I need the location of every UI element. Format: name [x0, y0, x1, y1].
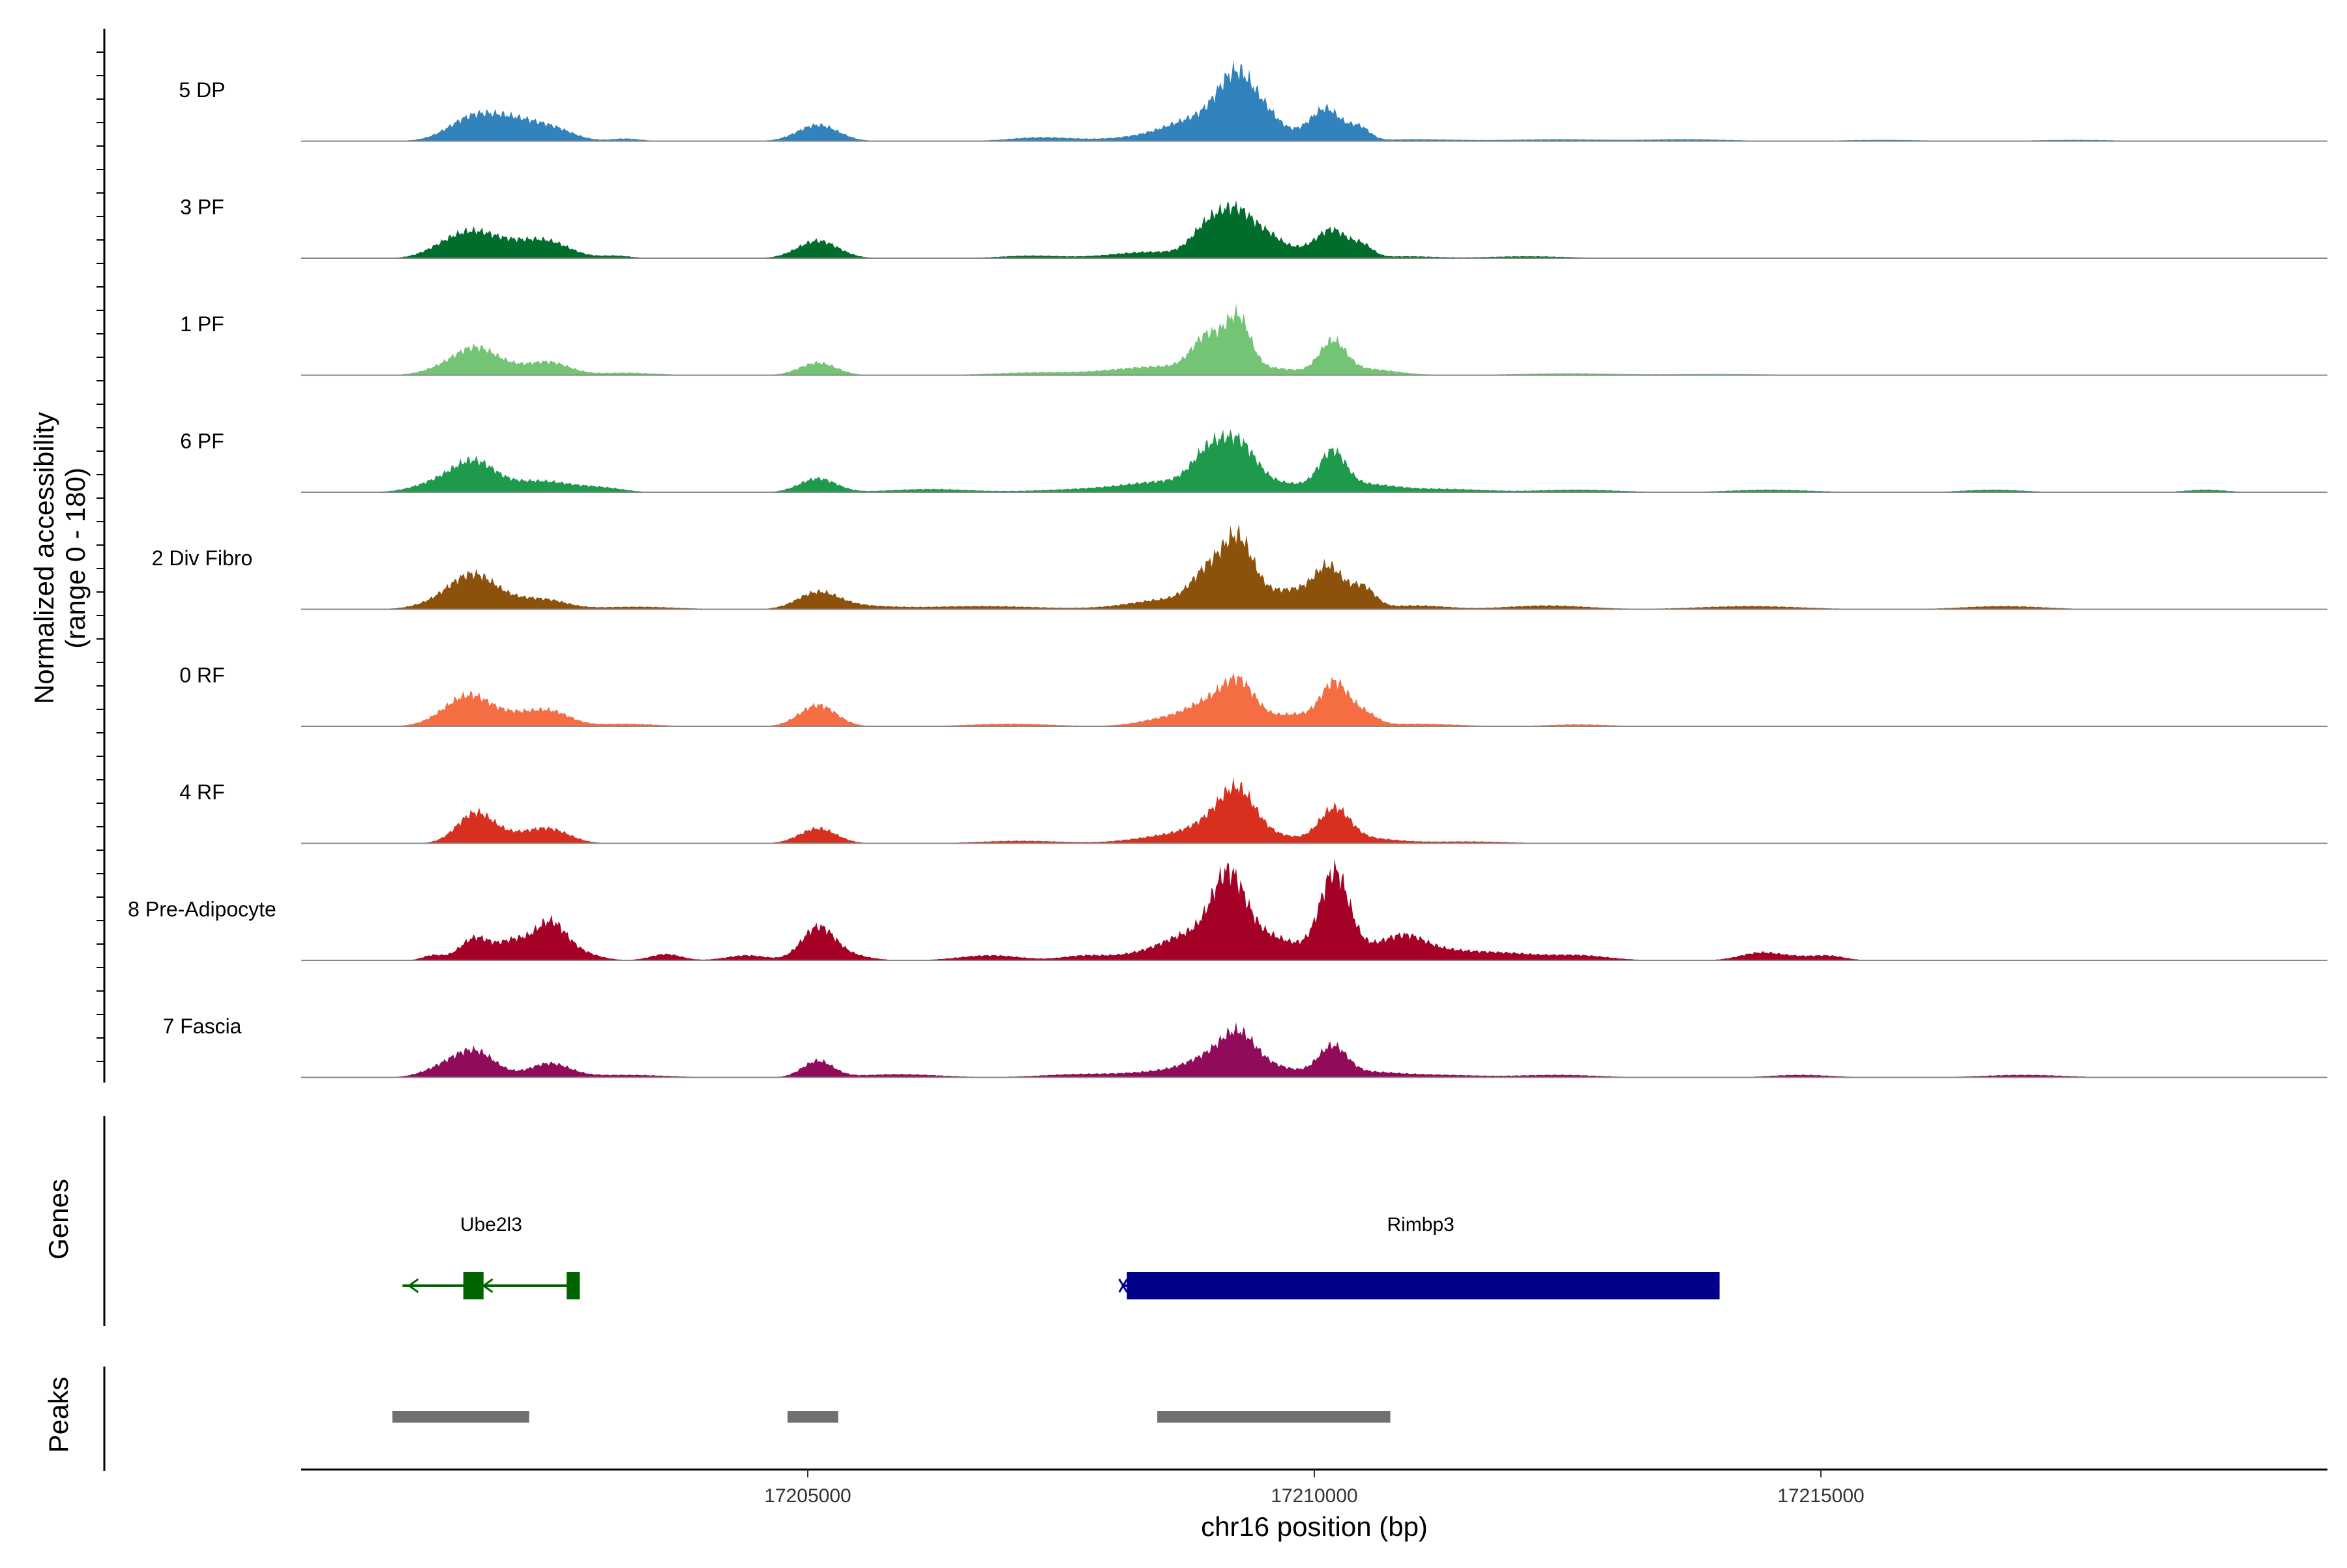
track-2-div-fibro: 2 Div Fibro — [152, 524, 2327, 610]
track-5-dp: 5 DP — [179, 60, 2327, 142]
peaks-panel — [103, 1367, 1391, 1471]
x-axis-title: chr16 position (bp) — [1201, 1511, 1428, 1542]
peaks-panel-title: Peaks — [43, 1377, 74, 1453]
track-7-fascia: 7 Fascia — [163, 1014, 2327, 1078]
gene-exon — [1127, 1272, 1720, 1299]
strand-arrow-icon — [482, 1278, 494, 1294]
track-4-rf: 4 RF — [179, 777, 2327, 844]
coverage-area — [301, 429, 2327, 492]
gene-label: Rimbp3 — [1387, 1214, 1454, 1235]
track-8-pre-adipocyte: 8 Pre-Adipocyte — [128, 858, 2327, 961]
track-label: 4 RF — [179, 780, 224, 804]
coverage-tracks: 5 DP 3 PF 1 PF 6 PF 2 Div Fibro 0 RF 4 RF 8 Pre… — [128, 60, 2327, 1078]
track-label: 7 Fascia — [163, 1014, 242, 1038]
gene-ube2l3: Ube2l3 — [402, 1214, 580, 1299]
genes-panel-title: Genes — [43, 1179, 74, 1260]
coverage-area — [301, 524, 2327, 610]
x-axis: 17205000 17210000 17215000 — [301, 1468, 2327, 1507]
y-axis — [96, 29, 106, 1083]
strand-arrow-icon — [1118, 1279, 1129, 1293]
x-tick-label: 17210000 — [1271, 1485, 1357, 1507]
coverage-area — [301, 303, 2327, 376]
coverage-area — [301, 858, 2327, 960]
x-tick-label: 17205000 — [764, 1485, 851, 1507]
gene-rimbp3: Rimbp3 — [1118, 1214, 1720, 1299]
peak-region — [1157, 1411, 1391, 1423]
track-1-pf: 1 PF — [180, 303, 2327, 376]
coverage-area — [301, 1022, 2327, 1078]
x-tick-label: 17215000 — [1777, 1485, 1864, 1507]
y-axis-title: Normalized accessibility — [29, 412, 59, 704]
gene-exon — [463, 1272, 484, 1299]
track-label: 0 RF — [179, 664, 224, 687]
track-label: 6 PF — [180, 430, 224, 453]
track-label: 5 DP — [179, 78, 225, 102]
track-label: 3 PF — [180, 196, 224, 219]
track-label: 2 Div Fibro — [152, 546, 253, 570]
gene-exon — [567, 1272, 580, 1299]
track-0-rf: 0 RF — [179, 664, 2327, 727]
track-3-pf: 3 PF — [180, 196, 2327, 259]
track-6-pf: 6 PF — [180, 429, 2327, 493]
strand-arrow-icon — [407, 1278, 419, 1294]
coverage-area — [301, 777, 2327, 844]
y-axis-range: (range 0 - 180) — [60, 467, 91, 649]
coverage-area — [301, 60, 2327, 141]
coverage-area — [301, 200, 2327, 258]
track-label: 8 Pre-Adipocyte — [128, 898, 276, 921]
gene-label: Ube2l3 — [460, 1214, 522, 1235]
genes-panel: Ube2l3 Rimbp3 — [103, 1116, 1720, 1326]
track-label: 1 PF — [180, 312, 224, 336]
peak-region — [787, 1411, 838, 1423]
coverage-area — [301, 672, 2327, 726]
peak-region — [392, 1411, 529, 1423]
